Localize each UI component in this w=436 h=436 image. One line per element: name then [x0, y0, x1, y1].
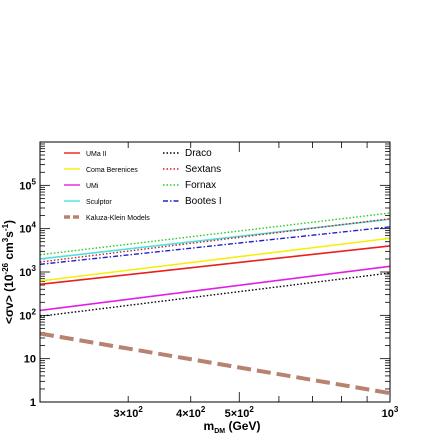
legend-label-kaluza-klein-models: Kaluza-Klein Models	[86, 215, 150, 222]
legend-label-fornax: Fornax	[185, 180, 216, 191]
series-line-sculptor	[39, 218, 391, 260]
series-line-coma-berenices	[39, 237, 391, 282]
legend-label-uma-ii: UMa II	[86, 151, 107, 158]
y-tick-label: 104	[19, 221, 36, 236]
plot-background	[40, 142, 390, 402]
axis-ticks	[39, 141, 391, 403]
axis-titles: mDM (GeV) <σv> (10-26 cm3s-1)	[1, 220, 260, 435]
y-tick-label: 102	[19, 307, 36, 322]
x-tick-label: 5×102	[225, 405, 255, 420]
legend-label-bootes-i: Bootes I	[185, 196, 222, 207]
series-line-sextans	[39, 217, 391, 263]
x-tick-label: 3×102	[114, 405, 144, 420]
series-lines	[39, 212, 391, 396]
series-line-uma-ii	[39, 245, 391, 286]
tick-labels: 1 10 102 103 104 105 3×102 4×102 5×102 103	[19, 177, 399, 420]
legend-label-umi: UMi	[86, 183, 99, 190]
series-line-draco	[39, 272, 391, 317]
y-tick-label: 105	[19, 177, 36, 192]
legend-label-sextans: Sextans	[185, 164, 221, 175]
x-axis-title: mDM (GeV)	[204, 419, 261, 435]
plot-frame	[39, 141, 391, 403]
x-tick-label: 4×102	[176, 405, 206, 420]
series-line-fornax	[39, 212, 391, 256]
x-tick-label: 103	[382, 405, 399, 420]
legend-label-sculptor: Sculptor	[86, 199, 112, 206]
y-tick-label: 1	[30, 397, 36, 409]
series-line-umi	[39, 265, 391, 312]
y-tick-label: 103	[19, 264, 36, 279]
legend-label-draco: Draco	[185, 148, 212, 159]
legend: UMa II Coma Berenices UMi Sculptor Draco Sext…	[64, 148, 222, 222]
series-line-bootes-i	[39, 226, 391, 266]
legend-label-coma-berenices: Coma Berenices	[86, 167, 138, 174]
y-tick-label: 10	[24, 354, 36, 366]
y-axis-title: <σv> (10-26 cm3s-1)	[1, 220, 16, 324]
